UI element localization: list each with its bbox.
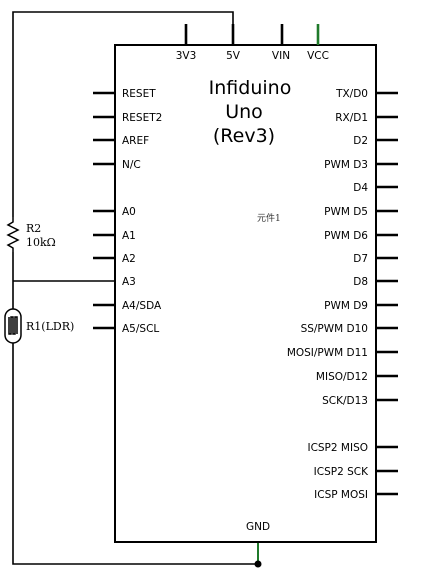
resistor-r2: R2 10kΩ <box>6 217 56 252</box>
board-title-line3: (Rev3) <box>213 125 275 147</box>
ldr-r1: R1(LDR) <box>4 308 74 344</box>
pin-label-d2: D2 <box>353 135 368 147</box>
pin-label-vcc: VCC <box>307 50 329 62</box>
pin-label-a2: A2 <box>122 253 136 265</box>
pin-label-d5: PWM D5 <box>324 206 368 218</box>
pin-label-5v: 5V <box>226 50 241 62</box>
gnd-junction-dot <box>254 560 262 568</box>
pin-label-d12: MISO/D12 <box>316 371 368 383</box>
pin-label-nc: N/C <box>122 159 141 171</box>
ldr-r1-label: R1(LDR) <box>26 320 74 333</box>
pin-label-d3: PWM D3 <box>324 159 368 171</box>
pin-label-a5-scl: A5/SCL <box>122 323 159 335</box>
pin-label-d9: PWM D9 <box>324 300 368 312</box>
wire-ldr-to-gnd <box>12 343 257 565</box>
ldr-r1-body <box>4 308 22 344</box>
board-title: Infiduino Uno (Rev3) <box>209 77 292 147</box>
resistor-r2-name: R2 <box>26 222 41 235</box>
right-pins: TX/D0 RX/D1 D2 PWM D3 D4 PWM D5 PWM D6 D… <box>287 88 398 501</box>
resistor-r2-symbol <box>6 217 20 252</box>
pin-label-a3: A3 <box>122 276 136 288</box>
top-pin-stubs <box>184 24 320 45</box>
pin-label-aref: AREF <box>122 135 149 147</box>
board-title-line2: Uno <box>225 101 263 123</box>
pin-label-d10: SS/PWM D10 <box>301 323 368 335</box>
arduino-board-body <box>114 44 377 543</box>
pin-label-gnd: GND <box>246 521 270 533</box>
pin-label-d8: D8 <box>353 276 368 288</box>
pin-label-d4: D4 <box>353 182 368 194</box>
pin-label-d7: D7 <box>353 253 368 265</box>
pin-label-icsp2-miso: ICSP2 MISO <box>307 442 368 454</box>
pin-label-a4-sda: A4/SDA <box>122 300 162 312</box>
pin-label-d1: RX/D1 <box>335 112 368 124</box>
resistor-r2-value: 10kΩ <box>26 236 56 249</box>
pin-label-icsp-mosi: ICSP MOSI <box>314 489 368 501</box>
left-pins: RESET RESET2 AREF N/C A0 A1 A2 A3 A4/SDA… <box>93 88 162 335</box>
pin-label-3v3: 3V3 <box>176 50 197 62</box>
top-pin-labels: 3V3 5V VIN VCC <box>176 50 329 62</box>
pin-label-icsp2-sck: ICSP2 SCK <box>314 466 369 478</box>
board-title-line1: Infiduino <box>209 77 292 99</box>
pin-label-reset2: RESET2 <box>122 112 162 124</box>
pin-label-a1: A1 <box>122 230 136 242</box>
pin-label-a0: A0 <box>122 206 136 218</box>
pin-label-reset: RESET <box>122 88 156 100</box>
pin-label-d11: MOSI/PWM D11 <box>287 347 368 359</box>
pin-label-d0: TX/D0 <box>335 88 368 100</box>
pin-label-d6: PWM D6 <box>324 230 368 242</box>
pin-label-d13: SCK/D13 <box>322 395 368 407</box>
pin-label-vin: VIN <box>272 50 290 62</box>
board-part-ref: 元件1 <box>257 212 281 224</box>
ldr-r1-track-icon <box>8 316 18 335</box>
